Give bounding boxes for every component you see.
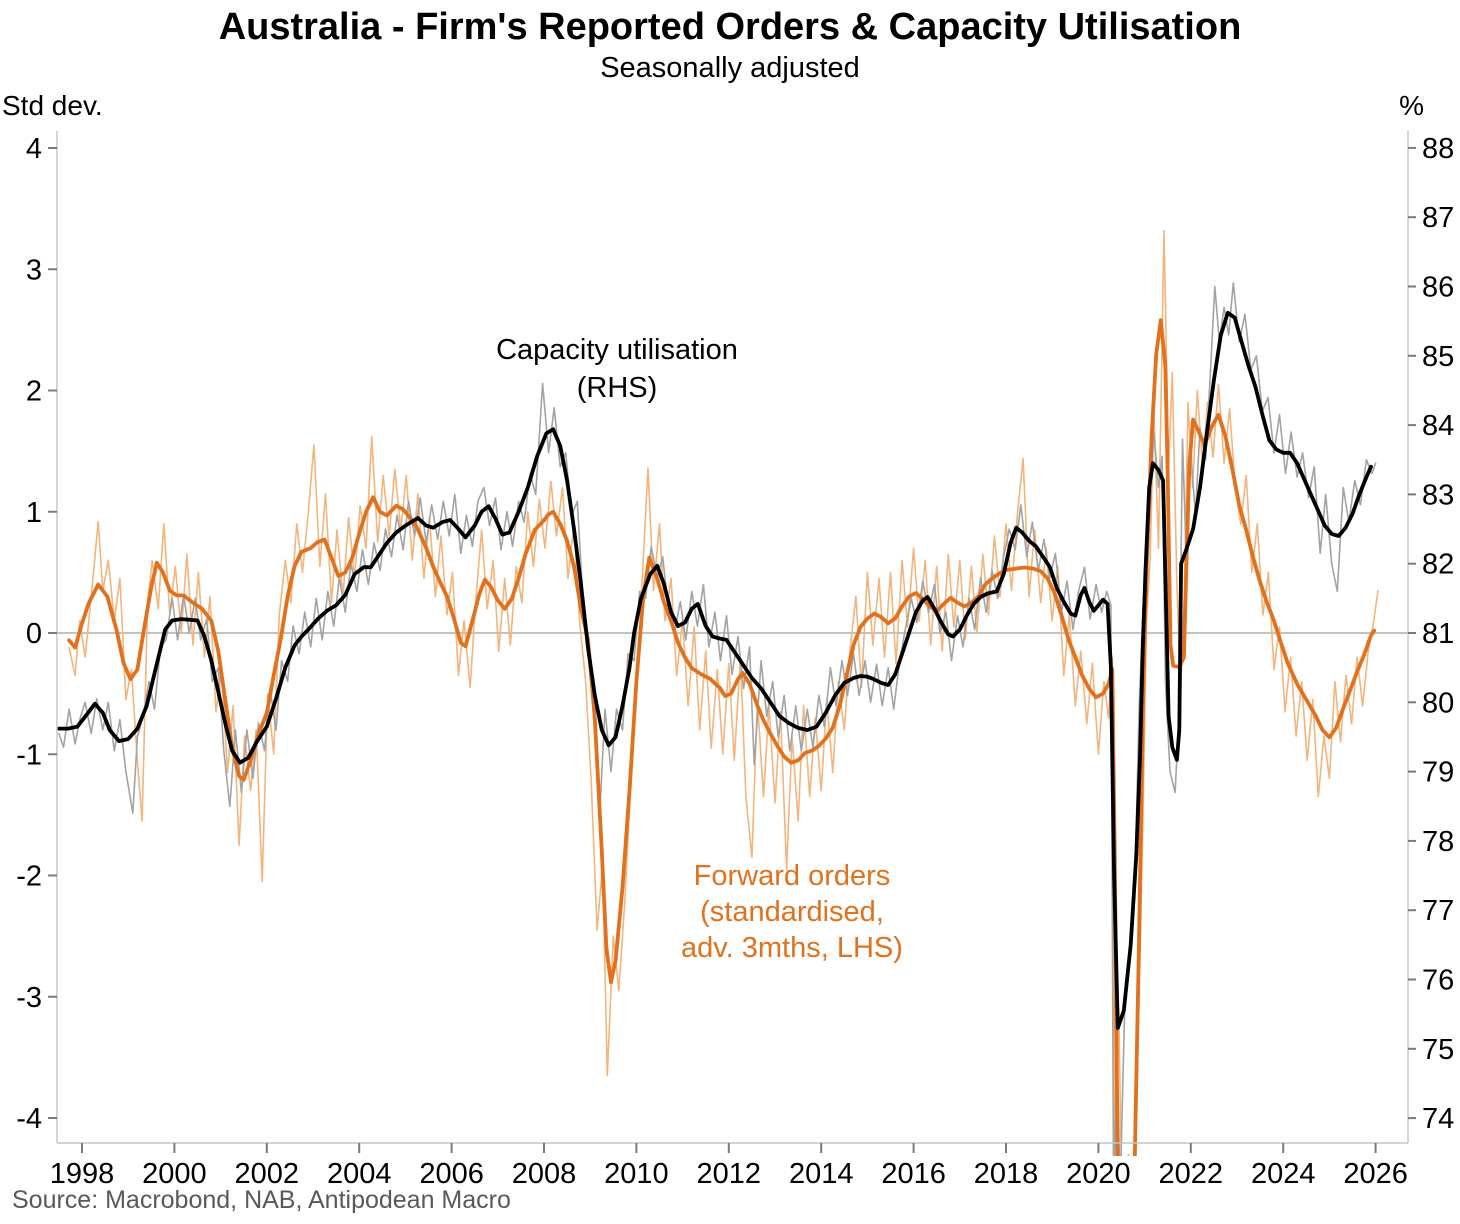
right-axis-tick-label: 79: [1422, 757, 1454, 789]
right-axis-tick-label: 78: [1422, 826, 1454, 858]
left-axis-tick-label: -1: [16, 739, 42, 771]
series-group: [57, 229, 1379, 1156]
x-axis-tick-label: 2026: [1343, 1158, 1408, 1190]
right-axis-tick-label: 76: [1422, 965, 1454, 997]
orders-label-line2: (standardised,: [700, 896, 884, 928]
right-axis-tick-label: 88: [1422, 133, 1454, 165]
orders-label-line3: adv. 3mths, LHS): [681, 932, 903, 964]
capacity-label-line2: (RHS): [576, 372, 658, 404]
left-axis-tick-label: 2: [26, 376, 42, 408]
right-axis-tick-label: 87: [1422, 202, 1454, 234]
right-axis-tick-label: 81: [1422, 618, 1454, 650]
chart-subtitle: Seasonally adjusted: [600, 52, 860, 84]
capacity-label-line1: Capacity utilisation: [496, 334, 738, 366]
right-axis-tick-label: 85: [1422, 341, 1454, 373]
forward_orders_trend-line: [67, 318, 1377, 1156]
x-axis-tick-label: 2010: [604, 1158, 669, 1190]
right-axis-unit-label: %: [1399, 90, 1424, 121]
left-axis-tick-label: -3: [16, 982, 42, 1014]
right-axis-tick-label: 74: [1422, 1103, 1454, 1135]
x-axis-tick-label: 2006: [419, 1158, 484, 1190]
chart-title: Australia - Firm's Reported Orders & Cap…: [218, 6, 1242, 48]
x-axis-tick-label: 2004: [327, 1158, 392, 1190]
x-axis-tick-label: 2024: [1251, 1158, 1316, 1190]
right-axis-tick-label: 86: [1422, 272, 1454, 304]
forward_orders_monthly-line: [68, 229, 1379, 1156]
right-axis-tick-label: 83: [1422, 479, 1454, 511]
capacity_utilisation_trend-line: [57, 310, 1373, 1030]
orders-label-line1: Forward orders: [693, 860, 891, 892]
x-axis-tick-label: 1998: [50, 1158, 115, 1190]
x-axis-tick-label: 2008: [512, 1158, 577, 1190]
x-axis-tick-label: 2000: [142, 1158, 207, 1190]
right-axis-tick-label: 75: [1422, 1034, 1454, 1066]
right-axis-tick-label: 84: [1422, 410, 1454, 442]
x-axis-tick-label: 2018: [974, 1158, 1039, 1190]
right-axis-tick-label: 82: [1422, 549, 1454, 581]
right-axis-tick-label: 80: [1422, 687, 1454, 719]
x-axis-tick-label: 2022: [1159, 1158, 1224, 1190]
source-attribution: Source: Macrobond, NAB, Antipodean Macro: [12, 1186, 511, 1214]
left-axis-tick-label: 3: [26, 254, 42, 286]
left-axis-tick-label: -4: [16, 1103, 42, 1135]
x-axis-tick-label: 2020: [1066, 1158, 1131, 1190]
right-axis-tick-label: 77: [1422, 895, 1454, 927]
left-axis-tick-label: 4: [26, 133, 42, 165]
left-axis-tick-label: 0: [26, 618, 42, 650]
x-axis-tick-label: 2016: [881, 1158, 946, 1190]
left-axis-tick-label: -2: [16, 861, 42, 893]
left-axis-unit-label: Std dev.: [2, 90, 103, 121]
x-axis-tick-label: 2014: [789, 1158, 854, 1190]
x-axis-tick-label: 2012: [697, 1158, 762, 1190]
left-axis-tick-label: 1: [26, 497, 42, 529]
forward-orders-series-label: Forward orders (standardised, adv. 3mths…: [681, 858, 903, 966]
x-axis-tick-label: 2002: [235, 1158, 300, 1190]
capacity-utilisation-series-label: Capacity utilisation (RHS): [496, 331, 738, 407]
